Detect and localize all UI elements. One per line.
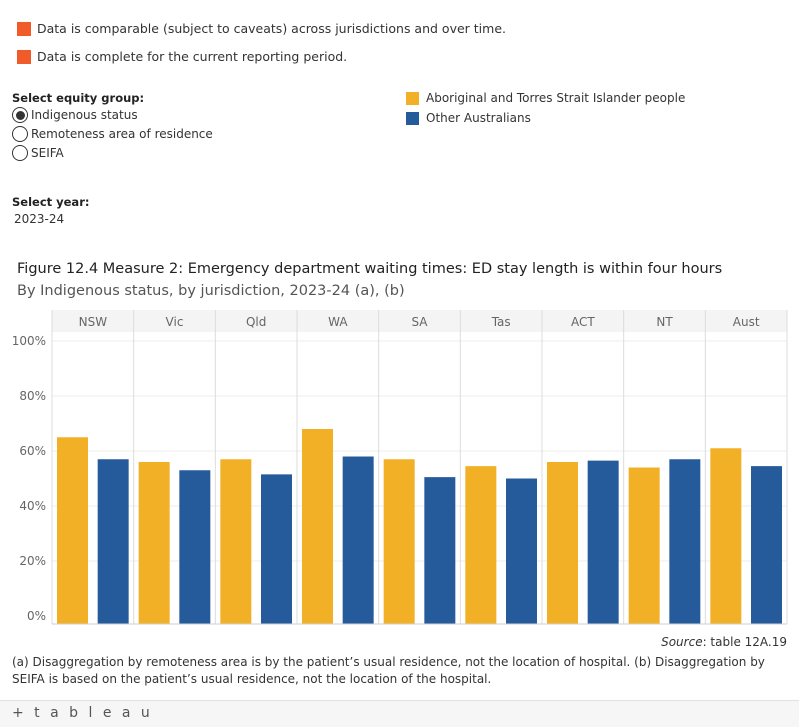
tableau-logo[interactable]: + t a b l e a u (12, 705, 153, 721)
series-legend-indigenous: Aboriginal and Torres Strait Islander pe… (406, 91, 685, 105)
bar-other-qld (261, 474, 292, 624)
y-tick-label: 60% (19, 444, 46, 458)
radio-unselected-icon[interactable] (12, 145, 28, 161)
status-legend-comparable: Data is comparable (subject to caveats) … (17, 21, 506, 36)
radio-indigenous-status-label: Indigenous status (31, 108, 138, 122)
bar-indigenous-aust (710, 448, 742, 624)
series-legend-other-label: Other Australians (426, 111, 531, 125)
chart-title: Figure 12.4 Measure 2: Emergency departm… (17, 261, 723, 277)
y-tick-label: 20% (19, 554, 46, 568)
equity-group-label: Select equity group: (12, 91, 145, 105)
year-select-label: Select year: (12, 195, 90, 209)
radio-seifa-label: SEIFA (31, 146, 64, 160)
category-header-label: Tas (491, 315, 511, 329)
bar-other-wa (342, 456, 374, 624)
bar-indigenous-act (547, 462, 578, 624)
radio-indigenous-status[interactable]: Indigenous status (12, 107, 138, 123)
category-header-label: Qld (246, 315, 266, 329)
radio-unselected-icon[interactable] (12, 126, 28, 142)
category-header-label: ACT (571, 315, 595, 329)
source-text: : table 12A.19 (702, 635, 787, 649)
bar-other-act (587, 460, 619, 624)
tableau-footer: + t a b l e a u (0, 700, 799, 727)
bar-indigenous-sa (383, 459, 415, 624)
y-tick-label: 100% (12, 334, 46, 348)
category-header-label: Vic (166, 315, 184, 329)
y-tick-label: 0% (27, 609, 46, 623)
category-header-label: NSW (79, 315, 108, 329)
y-tick-label: 80% (19, 389, 46, 403)
bar-indigenous-wa (302, 429, 333, 624)
category-header-label: SA (411, 315, 428, 329)
status-legend-complete: Data is complete for the current reporti… (17, 49, 347, 64)
radio-selected-icon[interactable] (12, 107, 28, 123)
other-swatch (406, 111, 419, 125)
footnotes: (a) Disaggregation by remoteness area is… (12, 655, 765, 686)
bar-indigenous-vic (138, 462, 170, 624)
series-legend-indigenous-label: Aboriginal and Torres Strait Islander pe… (426, 91, 686, 105)
radio-remoteness-area-label: Remoteness area of residence (31, 127, 213, 141)
bar-indigenous-tas (465, 466, 497, 624)
status-legend-complete-label: Data is complete for the current reporti… (37, 49, 348, 64)
panel-header-band (52, 310, 787, 332)
y-tick-label: 40% (19, 499, 46, 513)
status-legend-comparable-label: Data is comparable (subject to caveats) … (37, 21, 506, 36)
bar-other-tas (506, 478, 537, 624)
chart-subtitle: By Indigenous status, by jurisdiction, 2… (17, 283, 405, 299)
bar-indigenous-nsw (57, 437, 88, 624)
source-note: Source: table 12A.19 (661, 635, 787, 649)
bar-other-nt (669, 459, 701, 624)
source-prefix: Source (661, 635, 703, 649)
radio-seifa[interactable]: SEIFA (12, 145, 64, 161)
category-header-label: WA (328, 315, 348, 329)
radio-remoteness-area[interactable]: Remoteness area of residence (12, 126, 213, 142)
bar-chart: 0% 20% 40% 60% 80% 100% NSW Vic Qld WA SA Tas ACT NT A… (12, 310, 788, 625)
series-legend-other: Other Australians (406, 111, 531, 125)
category-header-label: NT (656, 315, 673, 329)
indigenous-swatch (406, 91, 419, 105)
category-header-label: Aust (733, 315, 760, 329)
bar-other-nsw (97, 459, 129, 624)
year-select-value[interactable]: 2023-24 (14, 212, 65, 226)
comparable-swatch (17, 21, 31, 36)
bar-other-vic (179, 470, 211, 624)
bar-indigenous-nt (628, 467, 660, 624)
bar-other-sa (424, 477, 456, 624)
bar-other-aust (751, 466, 782, 624)
complete-swatch (17, 49, 31, 64)
bar-indigenous-qld (220, 459, 252, 624)
